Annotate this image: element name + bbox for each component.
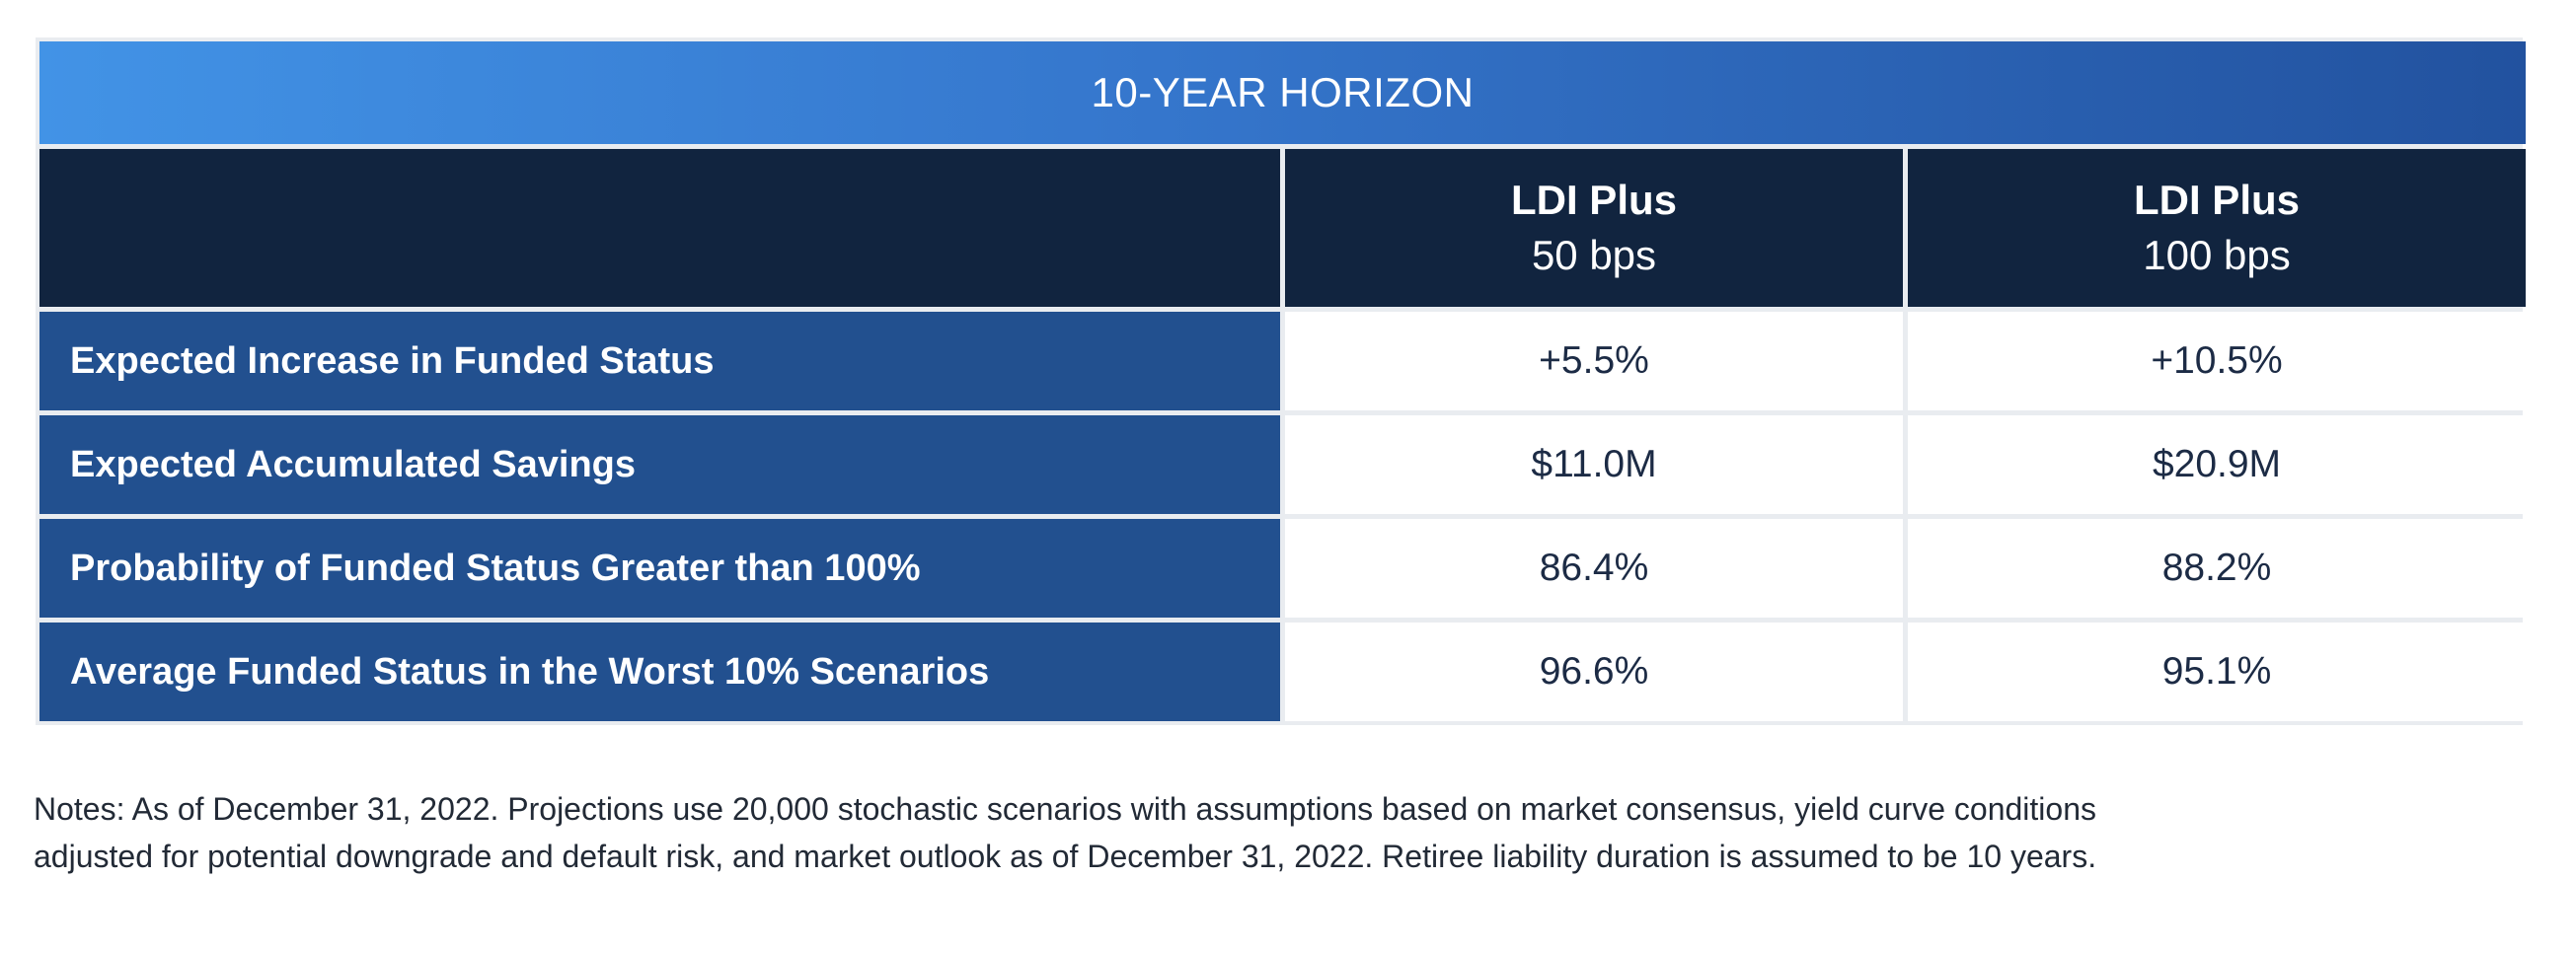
footnote-line-1: Notes: As of December 31, 2022. Projecti… — [34, 791, 2096, 827]
row-label-worst-10-scenarios: Average Funded Status in the Worst 10% S… — [39, 623, 1280, 721]
column-header-name: LDI Plus — [1510, 177, 1678, 223]
table-cell: 96.6% — [1285, 623, 1903, 721]
horizon-banner: 10-YEAR HORIZON — [39, 41, 2526, 144]
column-header-sub: 100 bps — [2143, 232, 2291, 278]
row-label-probability-over-100: Probability of Funded Status Greater tha… — [39, 519, 1280, 618]
footnote-line-2: adjusted for potential downgrade and def… — [34, 839, 2097, 874]
row-label-accumulated-savings: Expected Accumulated Savings — [39, 415, 1280, 514]
column-header-100bps: LDI Plus 100 bps — [1908, 149, 2526, 307]
table-grid: 10-YEAR HORIZON LDI Plus 50 bps LDI Plus… — [36, 37, 2526, 725]
header-empty-cell — [39, 149, 1280, 307]
column-header-name: LDI Plus — [2133, 177, 2301, 223]
column-header-sub: 50 bps — [1531, 232, 1657, 278]
row-label-funded-status-increase: Expected Increase in Funded Status — [39, 312, 1280, 410]
horizon-title: 10-YEAR HORIZON — [1091, 69, 1475, 115]
table-cell: $11.0M — [1285, 415, 1903, 514]
table-cell: 88.2% — [1908, 519, 2526, 618]
column-header-50bps: LDI Plus 50 bps — [1285, 149, 1903, 307]
table-cell: +10.5% — [1908, 312, 2526, 410]
table-cell: $20.9M — [1908, 415, 2526, 514]
table-cell: +5.5% — [1285, 312, 1903, 410]
table-cell: 95.1% — [1908, 623, 2526, 721]
table-cell: 86.4% — [1285, 519, 1903, 618]
comparison-table: 10-YEAR HORIZON LDI Plus 50 bps LDI Plus… — [36, 37, 2526, 725]
footnote: Notes: As of December 31, 2022. Projecti… — [34, 785, 2304, 880]
